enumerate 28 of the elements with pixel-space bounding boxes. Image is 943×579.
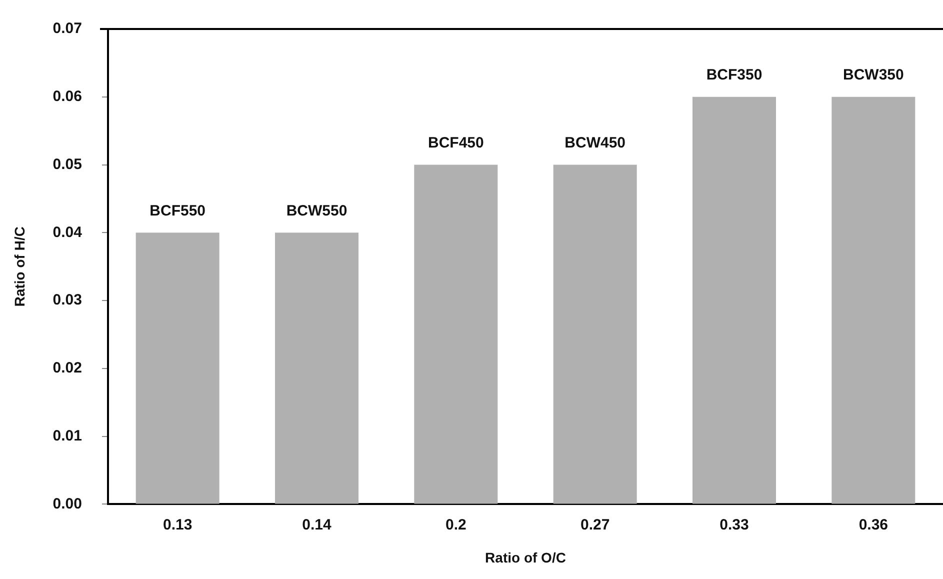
- y-tick-label: 0.07: [52, 20, 82, 38]
- y-axis-title: Ratio of H/C: [11, 226, 28, 307]
- x-tick-label: 0.33: [720, 516, 749, 534]
- x-axis-title: Ratio of O/C: [485, 549, 566, 566]
- bar: [274, 232, 358, 504]
- x-tick-label: 0.36: [858, 516, 888, 534]
- x-tick-label: 0.2: [445, 516, 466, 534]
- y-tick-label: 0.01: [52, 427, 82, 444]
- annotation: BCF350: [706, 66, 762, 84]
- y-tick-label: 0.06: [52, 88, 82, 106]
- y-tick-label: 0.00: [52, 495, 82, 512]
- bar: [832, 96, 916, 504]
- y-tick-label: 0.05: [52, 156, 82, 173]
- y-tick-label: 0.02: [52, 360, 82, 377]
- x-tick-label: 0.13: [162, 516, 192, 534]
- x-tick-label: 0.27: [580, 516, 610, 534]
- y-tick-label: 0.04: [52, 224, 83, 241]
- annotation: BCW350: [842, 66, 904, 84]
- bar: [692, 96, 776, 504]
- x-tick-label: 0.14: [302, 516, 332, 534]
- annotation: BCW450: [564, 134, 626, 152]
- y-tick-label: 0.03: [52, 292, 82, 309]
- bar: [136, 232, 220, 504]
- annotation: BCW550: [286, 202, 348, 220]
- annotation: BCF450: [428, 134, 484, 152]
- bar: [414, 164, 498, 504]
- bar: [553, 164, 637, 504]
- annotation: BCF550: [150, 202, 206, 220]
